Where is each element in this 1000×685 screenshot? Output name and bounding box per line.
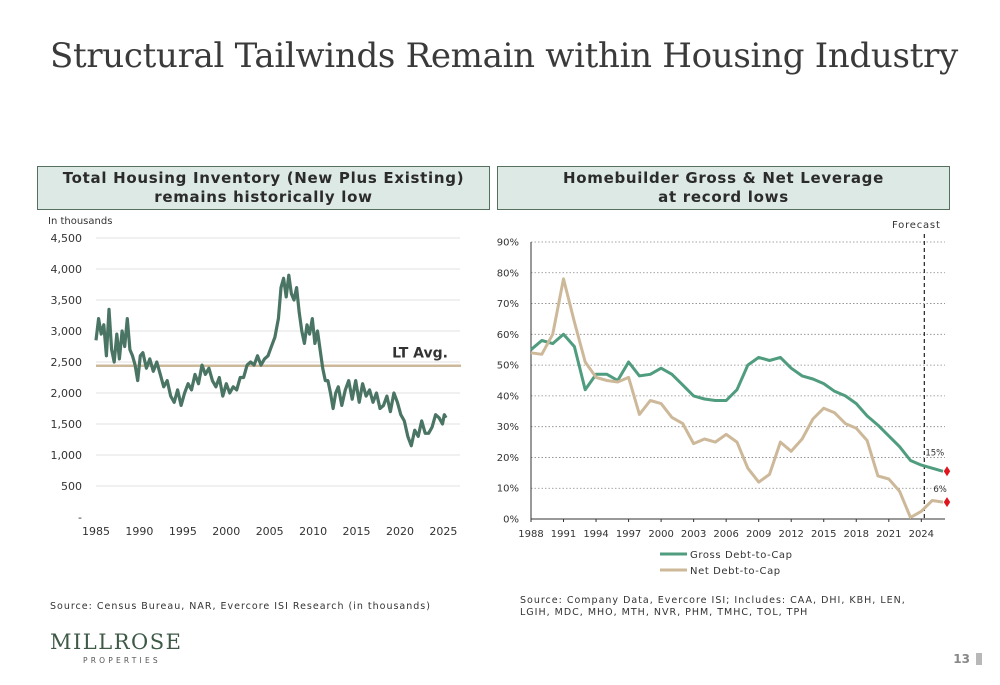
logo-tagline: PROPERTIES — [83, 656, 161, 665]
forecast-label: Forecast — [892, 220, 941, 231]
inventory-y-tick-label: 500 — [61, 480, 82, 493]
right-chart-header: Homebuilder Gross & Net Leverage at reco… — [497, 166, 950, 210]
millrose-logo: MILLROSE PROPERTIES — [50, 630, 182, 665]
leverage-x-tick-label: 2006 — [713, 529, 738, 540]
leverage-y-tick-label: 20% — [497, 453, 519, 464]
inventory-x-tick-label: 2010 — [299, 525, 327, 538]
inventory-y-tick-label: 1,000 — [51, 449, 83, 462]
leverage-x-tick-label: 1988 — [518, 529, 543, 540]
inventory-x-tick-label: 2020 — [386, 525, 414, 538]
leverage-x-tick-label: 2000 — [648, 529, 673, 540]
legend-gross-label: Gross Debt-to-Cap — [690, 550, 793, 561]
leverage-legend: Gross Debt-to-Cap Net Debt-to-Cap — [660, 550, 793, 577]
leverage-x-tick-label: 2018 — [844, 529, 869, 540]
inventory-y-tick-label: 3,500 — [51, 294, 83, 307]
page-number: 13 — [953, 652, 982, 666]
leverage-x-tick-label: 2021 — [876, 529, 901, 540]
page-title: Structural Tailwinds Remain within Housi… — [50, 36, 958, 76]
leverage-y-tick-label: 40% — [497, 391, 519, 402]
logo-name: MILLROSE — [50, 630, 183, 654]
gross-debt-to-cap-line — [530, 332, 944, 473]
inventory-y-tick-label: 4,000 — [51, 263, 83, 276]
page-number-text: 13 — [953, 652, 970, 666]
inventory-x-tick-label: 1995 — [169, 525, 197, 538]
inventory-y-tick-label: 1,500 — [51, 418, 83, 431]
net-forecast-marker — [943, 497, 951, 508]
leverage-y-tick-label: 10% — [497, 484, 519, 495]
inventory-x-tick-label: 2000 — [212, 525, 240, 538]
leverage-x-tick-label: 1997 — [616, 529, 641, 540]
leverage-y-tick-label: 50% — [497, 361, 519, 372]
left-source-note: Source: Census Bureau, NAR, Evercore ISI… — [50, 601, 431, 612]
inventory-y-tick-label: 3,000 — [51, 325, 83, 338]
left-chart-header: Total Housing Inventory (New Plus Existi… — [37, 166, 490, 210]
left-header-line-1: Total Housing Inventory (New Plus Existi… — [62, 169, 465, 187]
net-forecast-label: 6% — [933, 485, 947, 495]
leverage-x-tick-label: 2003 — [681, 529, 706, 540]
inventory-x-tick-label: 1990 — [125, 525, 153, 538]
leverage-y-tick-label: 0% — [503, 515, 519, 526]
inventory-series-line — [94, 273, 448, 448]
inventory-x-tick-label: 2025 — [429, 525, 457, 538]
leverage-y-tick-label: 60% — [497, 330, 519, 341]
inventory-x-tick-label: 1985 — [82, 525, 110, 538]
leverage-x-tick-label: 2009 — [746, 529, 771, 540]
leverage-x-tick-label: 2012 — [778, 529, 803, 540]
leverage-y-tick-label: 70% — [497, 299, 519, 310]
page-number-bar — [976, 653, 982, 665]
leverage-x-tick-label: 2024 — [909, 529, 934, 540]
left-header-line-2: remains historically low — [154, 188, 373, 206]
leverage-x-tick-label: 1994 — [583, 529, 608, 540]
right-source-note: Source: Company Data, Evercore ISI; Incl… — [520, 595, 906, 618]
leverage-y-tick-label: 90% — [497, 238, 519, 249]
inventory-y-tick-label: - — [78, 511, 82, 524]
leverage-x-tick-label: 1991 — [551, 529, 576, 540]
right-header-line-2: at record lows — [658, 188, 789, 206]
right-header-line-1: Homebuilder Gross & Net Leverage — [563, 169, 884, 187]
legend-net-label: Net Debt-to-Cap — [690, 566, 781, 577]
inventory-x-tick-label: 2015 — [343, 525, 371, 538]
gross-forecast-label: 15% — [925, 448, 944, 458]
inventory-y-tick-label: 4,500 — [51, 232, 83, 245]
leverage-y-tick-label: 80% — [497, 268, 519, 279]
gross-forecast-marker — [943, 466, 951, 477]
inventory-y-tick-label: 2,500 — [51, 356, 83, 369]
lt-avg-label: LT Avg. — [392, 346, 448, 362]
inventory-x-tick-label: 2005 — [256, 525, 284, 538]
inventory-y-axis-label: In thousands — [48, 216, 112, 227]
leverage-x-tick-label: 2015 — [811, 529, 836, 540]
inventory-y-tick-label: 2,000 — [51, 387, 83, 400]
leverage-y-tick-label: 30% — [497, 422, 519, 433]
net-debt-to-cap-line — [530, 277, 944, 519]
